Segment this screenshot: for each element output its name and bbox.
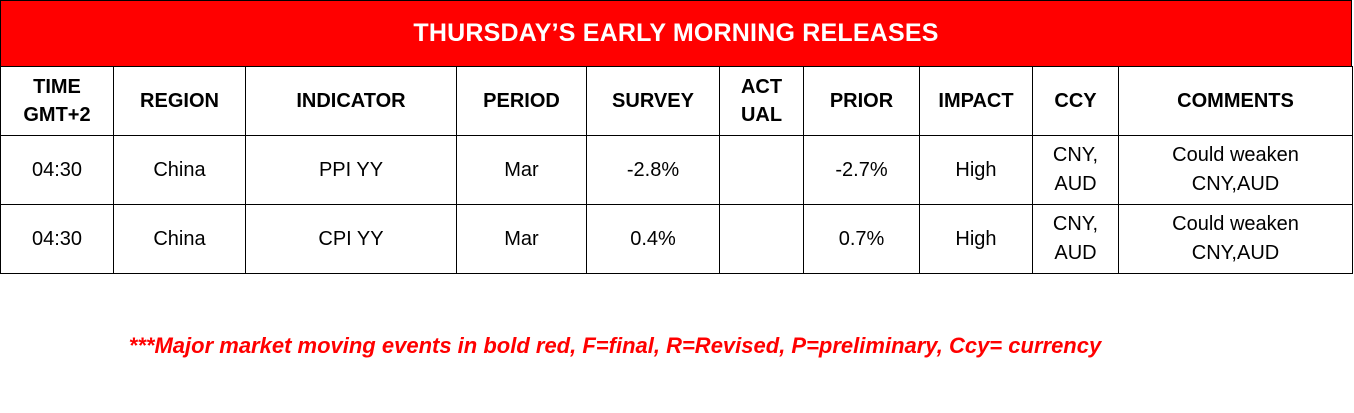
- header-actual: ACT UAL: [719, 66, 804, 136]
- banner-title: THURSDAY’S EARLY MORNING RELEASES: [413, 19, 939, 47]
- header-actual-line2: UAL: [740, 104, 783, 126]
- cell-ccy-line1: CNY,: [1052, 144, 1099, 166]
- header-time-line2: GMT+2: [23, 104, 91, 126]
- table-row: 04:30 China PPI YY Mar -2.8% -2.7% High …: [0, 135, 1353, 205]
- cell-comments: Could weaken CNY,AUD: [1118, 204, 1353, 274]
- header-survey: SURVEY: [586, 66, 720, 136]
- cell-ccy-line2: AUD: [1054, 173, 1097, 195]
- cell-indicator: PPI YY: [245, 135, 457, 205]
- header-prior: PRIOR: [803, 66, 920, 136]
- cell-region: China: [113, 135, 246, 205]
- cell-impact: High: [919, 204, 1033, 274]
- cell-comments-line1: Could weaken: [1172, 144, 1299, 166]
- header-indicator: INDICATOR: [245, 66, 457, 136]
- cell-period: Mar: [456, 204, 587, 274]
- releases-table: TIME GMT+2 REGION INDICATOR PERIOD SURVEY…: [0, 66, 1353, 274]
- cell-impact: High: [919, 135, 1033, 205]
- cell-indicator: CPI YY: [245, 204, 457, 274]
- cell-comments-line2: CNY,AUD: [1191, 173, 1280, 195]
- releases-banner: THURSDAY’S EARLY MORNING RELEASES: [0, 0, 1352, 66]
- header-ccy: CCY: [1032, 66, 1119, 136]
- cell-ccy-line1: CNY,: [1052, 213, 1099, 235]
- header-time: TIME GMT+2: [0, 66, 114, 136]
- cell-prior: 0.7%: [803, 204, 920, 274]
- header-time-line1: TIME: [33, 76, 81, 98]
- cell-comments-line1: Could weaken: [1172, 213, 1299, 235]
- header-actual-line1: ACT: [740, 76, 783, 98]
- cell-comments: Could weaken CNY,AUD: [1118, 135, 1353, 205]
- header-period: PERIOD: [456, 66, 587, 136]
- cell-survey: 0.4%: [586, 204, 720, 274]
- header-region: REGION: [113, 66, 246, 136]
- cell-time: 04:30: [0, 204, 114, 274]
- releases-table-container: THURSDAY’S EARLY MORNING RELEASES TIME GM…: [0, 0, 1353, 274]
- cell-actual: [719, 135, 804, 205]
- header-impact: IMPACT: [919, 66, 1033, 136]
- cell-prior: -2.7%: [803, 135, 920, 205]
- cell-comments-line2: CNY,AUD: [1191, 242, 1280, 264]
- cell-actual: [719, 204, 804, 274]
- footnote: ***Major market moving events in bold re…: [128, 333, 1102, 358]
- table-row: 04:30 China CPI YY Mar 0.4% 0.7% High CN…: [0, 204, 1353, 274]
- cell-region: China: [113, 204, 246, 274]
- cell-ccy: CNY, AUD: [1032, 204, 1119, 274]
- cell-survey: -2.8%: [586, 135, 720, 205]
- cell-ccy: CNY, AUD: [1032, 135, 1119, 205]
- header-comments: COMMENTS: [1118, 66, 1353, 136]
- cell-ccy-line2: AUD: [1054, 242, 1097, 264]
- cell-period: Mar: [456, 135, 587, 205]
- cell-time: 04:30: [0, 135, 114, 205]
- table-header-row: TIME GMT+2 REGION INDICATOR PERIOD SURVEY…: [0, 66, 1353, 136]
